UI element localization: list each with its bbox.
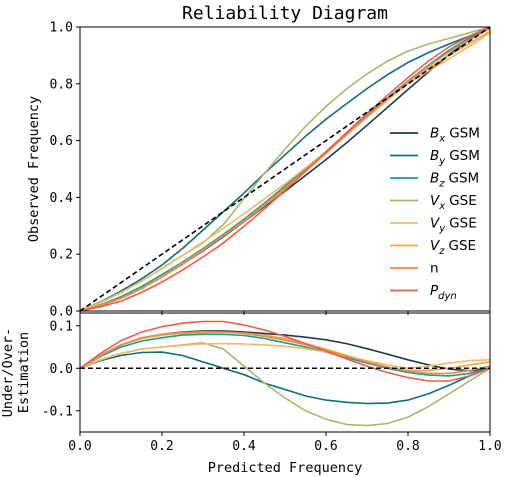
curve-p-dyn bbox=[79, 26, 491, 312]
curve-b-y-gsm bbox=[79, 26, 491, 312]
bottom-y-tick-label: 0.0 bbox=[50, 362, 73, 377]
legend-label: By GSM bbox=[430, 148, 480, 167]
bottom-x-ticks: 0.0 0.2 0.4 0.6 0.8 1.0 bbox=[68, 432, 502, 454]
bottom-y-axis-label-line: Estimation bbox=[16, 332, 32, 413]
deviation-curve-v-y-gse bbox=[79, 342, 491, 370]
top-y-tick-label: 0.2 bbox=[50, 248, 73, 263]
bottom-axes-frame bbox=[79, 312, 491, 433]
bottom-panel: -0.1 0.0 0.1 0.0 0.2 0.4 0.6 0.8 1.0 Under/Over… bbox=[0, 312, 502, 476]
bottom-curves bbox=[79, 320, 491, 427]
deviation-curve-v-x-gse bbox=[79, 341, 491, 427]
curve-v-y-gse bbox=[79, 32, 491, 312]
bottom-y-axis-label: Under/Over-Estimation bbox=[0, 328, 32, 417]
legend-item-n: n bbox=[390, 261, 439, 277]
legend-item-v-x-gse: Vx GSE bbox=[390, 193, 477, 212]
bottom-x-tick-label: 0.2 bbox=[150, 439, 173, 454]
bottom-x-tick-label: 0.8 bbox=[396, 439, 419, 454]
legend-label: n bbox=[430, 261, 439, 277]
deviation-curve-b-y-gsm bbox=[79, 351, 491, 405]
top-y-axis-label: Observed Frequency bbox=[26, 96, 42, 242]
legend-item-b-z-gsm: Bz GSM bbox=[390, 171, 479, 190]
top-y-tick-label: 0.6 bbox=[50, 134, 73, 149]
legend: Bx GSM By GSM Bz GSM Vx GSE Vy GSE Vz GSE n Pdyn bbox=[390, 126, 480, 302]
chart-title: Reliability Diagram bbox=[182, 3, 388, 24]
legend-item-v-z-gse: Vz GSE bbox=[390, 238, 476, 257]
top-y-tick-label: 0.0 bbox=[50, 305, 73, 320]
legend-label: Vz GSE bbox=[430, 238, 476, 257]
top-axes-frame bbox=[79, 26, 491, 312]
bottom-x-tick-label: 1.0 bbox=[478, 439, 501, 454]
legend-label: Vx GSE bbox=[430, 193, 477, 212]
bottom-y-tick-label: 0.1 bbox=[50, 319, 73, 334]
curve-n bbox=[79, 27, 491, 312]
legend-label: Vy GSE bbox=[430, 216, 477, 235]
bottom-y-axis-label-line: Under/Over- bbox=[0, 328, 16, 417]
top-diagonal-reference-line bbox=[79, 26, 491, 312]
legend-item-b-x-gsm: Bx GSM bbox=[390, 126, 480, 145]
bottom-x-tick-label: 0.4 bbox=[232, 439, 256, 454]
legend-label: Bz GSM bbox=[430, 171, 479, 190]
legend-item-b-y-gsm: By GSM bbox=[390, 148, 480, 167]
top-y-tick-label: 0.4 bbox=[50, 191, 74, 206]
deviation-curve-b-z-gsm bbox=[79, 333, 491, 377]
top-y-tick-label: 1.0 bbox=[50, 21, 73, 36]
legend-item-v-y-gse: Vy GSE bbox=[390, 216, 477, 235]
top-y-ticks: 0.0 0.2 0.4 0.6 0.8 1.0 bbox=[50, 21, 80, 320]
legend-item-p-dyn: Pdyn bbox=[390, 283, 457, 302]
bottom-y-tick-label: -0.1 bbox=[42, 404, 73, 419]
top-y-tick-label: 0.8 bbox=[50, 77, 73, 92]
bottom-x-tick-label: 0.6 bbox=[314, 439, 337, 454]
top-panel: 0.0 0.2 0.4 0.6 0.8 1.0 Observed Frequency Bx… bbox=[26, 21, 491, 320]
deviation-curve-n bbox=[79, 330, 491, 375]
bottom-y-ticks: -0.1 0.0 0.1 bbox=[42, 319, 80, 419]
deviation-curve-p-dyn bbox=[79, 320, 491, 382]
legend-label: Pdyn bbox=[430, 283, 457, 302]
top-curves bbox=[79, 26, 491, 312]
bottom-x-axis-label: Predicted Frequency bbox=[208, 460, 362, 476]
legend-label: Bx GSM bbox=[430, 126, 480, 145]
bottom-x-tick-label: 0.0 bbox=[68, 439, 91, 454]
